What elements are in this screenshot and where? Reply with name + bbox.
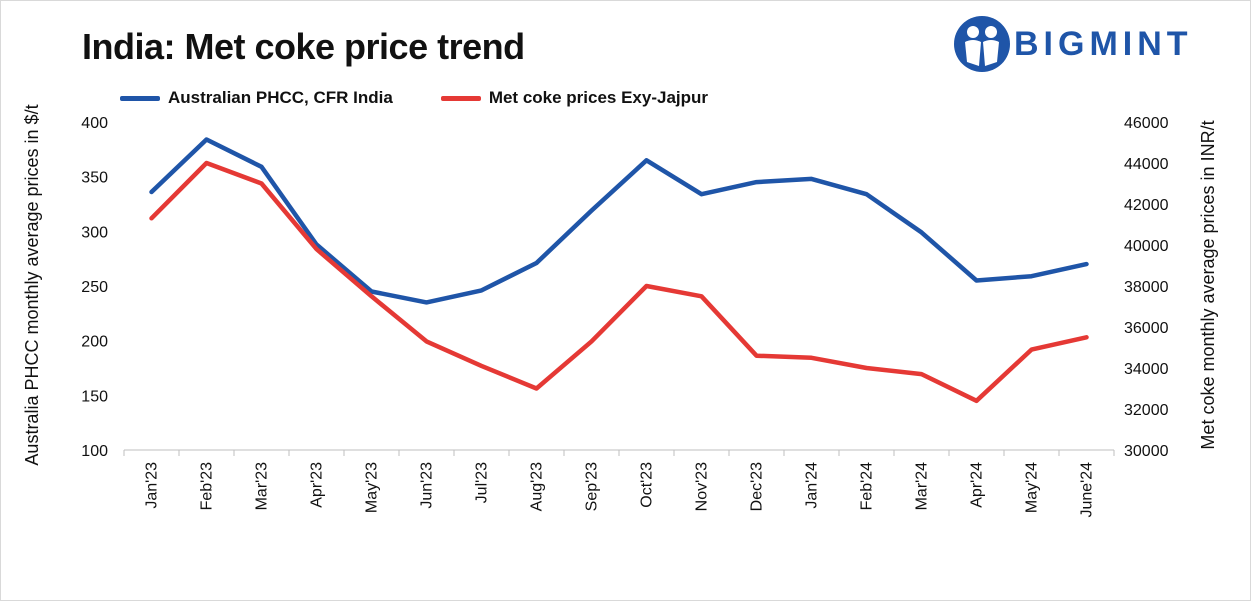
chart-legend: Australian PHCC, CFR India Met coke pric… [120,88,708,108]
x-tick-label: Sep'23 [584,462,601,511]
x-tick-label: Aug'23 [529,462,546,511]
legend-item-metcoke: Met coke prices Exy-Jajpur [440,88,709,108]
x-tick-label: Apr'23 [309,462,326,508]
y-axis-right-title: Met coke monthly average prices in INR/t [1198,120,1218,449]
x-tick-label: Jan'24 [804,462,821,509]
x-tick-label: May'23 [364,462,381,513]
y-right-tick-label: 32000 [1124,402,1169,419]
x-tick-label: Jun'23 [419,462,436,509]
legend-label-phcc: Australian PHCC, CFR India [168,88,393,107]
y-axis-left-title: Australia PHCC monthly average prices in… [22,104,42,465]
y-right-tick-label: 44000 [1124,156,1169,173]
x-tick-label: Mar'24 [914,462,931,511]
x-tick-label: Feb'24 [859,462,876,511]
x-tick-label: Jan'23 [144,462,161,509]
y-right-tick-label: 34000 [1124,361,1169,378]
x-tick-label: Oct'23 [639,462,656,508]
y-left-tick-label: 150 [81,388,108,405]
y-left-tick-label: 100 [81,443,108,460]
brand-logo: BIGMINT [952,14,1212,74]
brand-name: BIGMINT [1014,25,1193,63]
y-left-tick-label: 200 [81,334,108,351]
x-tick-label: May'24 [1024,462,1041,513]
chart-title: India: Met coke price trend [82,26,525,67]
y-left-tick-label: 350 [81,170,108,187]
y-right-tick-label: 40000 [1124,238,1169,255]
x-tick-label: Mar'23 [254,462,271,511]
y-right-tick-label: 36000 [1124,320,1169,337]
bigmint-logo-icon [954,16,1010,72]
legend-item-phcc: Australian PHCC, CFR India [120,88,393,108]
y-right-tick-label: 42000 [1124,197,1169,214]
y-right-tick-label: 30000 [1124,443,1169,460]
legend-swatch-metcoke [440,95,481,101]
legend-swatch-phcc [120,95,160,101]
legend-label-metcoke: Met coke prices Exy-Jajpur [488,88,709,107]
y-right-tick-label: 38000 [1124,279,1169,296]
x-tick-label: Jul'23 [474,462,491,503]
series-line-metcoke [149,160,1089,404]
x-tick-label: Feb'23 [199,462,216,511]
y-right-tick-label: 46000 [1124,115,1169,132]
x-tick-label: Apr'24 [969,462,986,508]
y-left-tick-label: 300 [81,224,108,241]
x-tick-label: June'24 [1079,462,1096,518]
y-left-tick-label: 400 [81,115,108,132]
x-tick-label: Dec'23 [749,462,766,511]
x-tick-label: Nov'23 [694,462,711,511]
y-left-tick-label: 250 [81,279,108,296]
series-line-phcc [149,137,1089,305]
